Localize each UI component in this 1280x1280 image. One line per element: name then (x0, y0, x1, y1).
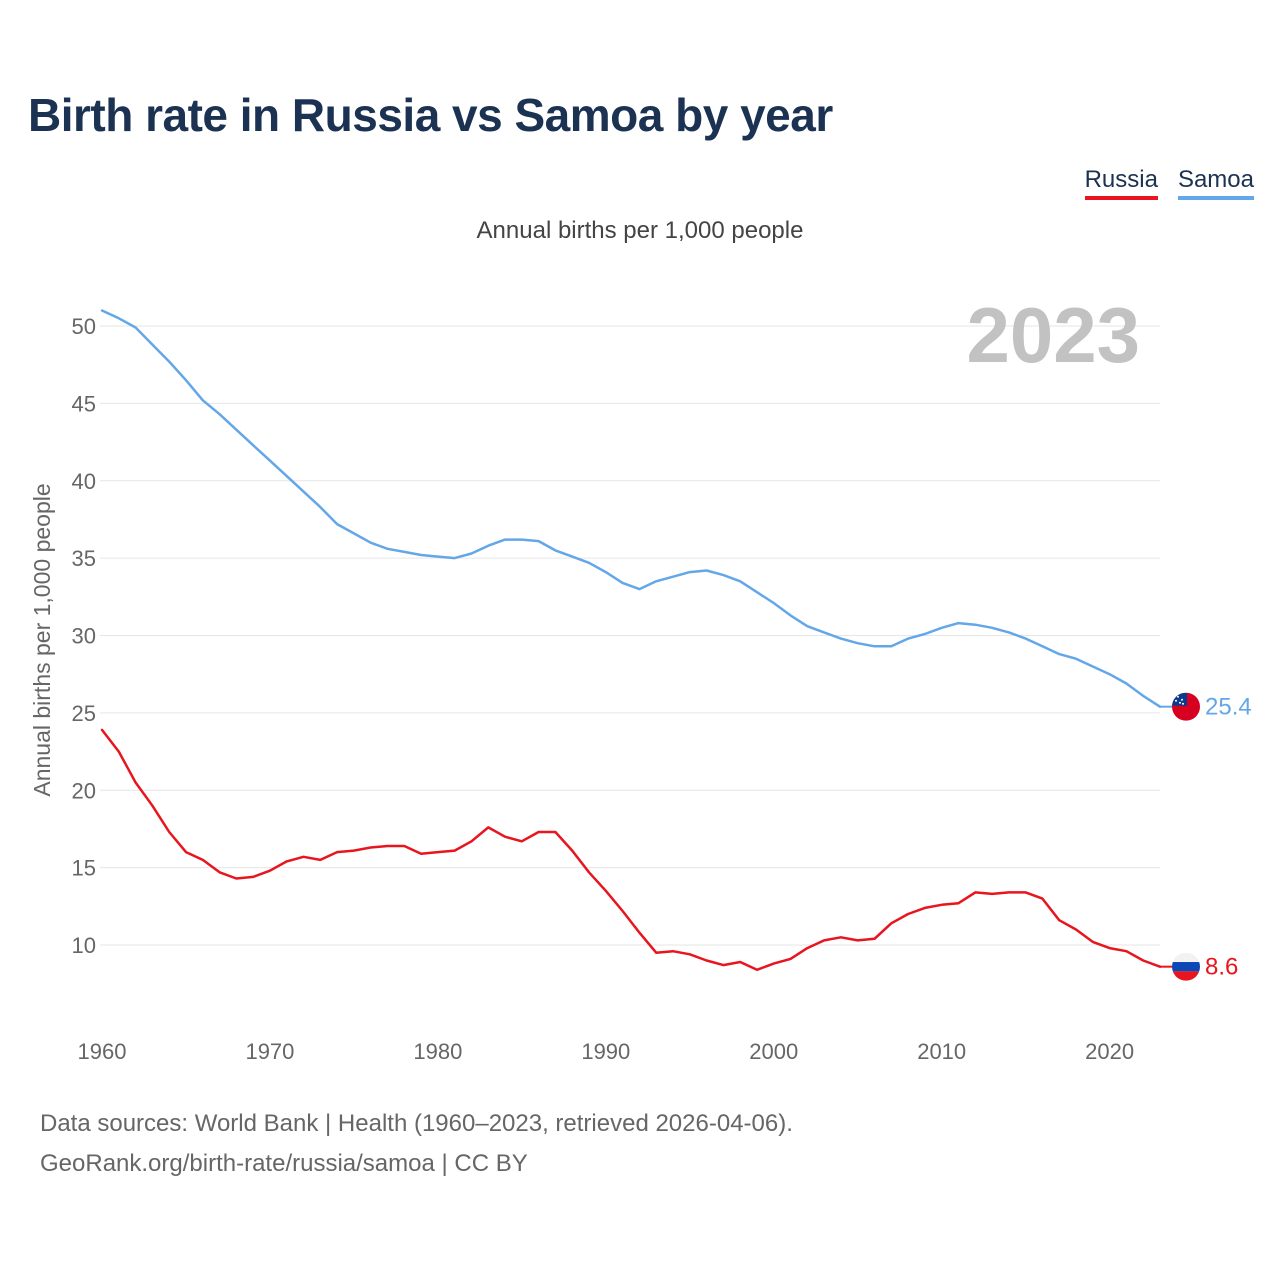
flag-samoa-icon (1172, 692, 1200, 721)
footer-link: GeoRank.org/birth-rate/russia/samoa | CC… (40, 1150, 528, 1177)
flag-russia-icon (1172, 952, 1200, 981)
y-tick-label-30: 30 (72, 624, 96, 649)
y-tick-label-10: 10 (72, 933, 96, 958)
x-tick-label-2010: 2010 (917, 1039, 966, 1064)
y-tick-label-25: 25 (72, 701, 96, 726)
chart-legend: Russia Samoa (1084, 166, 1254, 200)
x-tick-label-1970: 1970 (245, 1039, 294, 1064)
x-tick-label-1990: 1990 (581, 1039, 630, 1064)
y-tick-label-15: 15 (72, 856, 96, 881)
series-line-samoa (100, 309, 1162, 708)
end-markers: 8.6 25.4 (1160, 692, 1252, 981)
y-tick-label-50: 50 (72, 314, 96, 339)
series-lines (100, 309, 1162, 972)
end-value-label-russia: 8.6 (1205, 954, 1238, 981)
x-axis-ticks: 1960 1970 1980 1990 2000 2010 2020 (78, 1039, 1135, 1064)
footer: Data sources: World Bank | Health (1960–… (40, 1104, 793, 1184)
gridlines (100, 325, 1160, 946)
x-tick-label-2000: 2000 (749, 1039, 798, 1064)
footer-sources: Data sources: World Bank | Health (1960–… (40, 1110, 793, 1137)
end-value-label-samoa: 25.4 (1205, 694, 1252, 721)
legend-item-russia[interactable]: Russia (1084, 166, 1158, 200)
y-tick-label-20: 20 (72, 778, 96, 803)
y-axis-ticks: 10 15 20 25 30 35 40 45 50 (72, 314, 96, 958)
x-tick-label-2020: 2020 (1085, 1039, 1134, 1064)
series-line-russia (100, 728, 1162, 972)
y-tick-label-45: 45 (72, 391, 96, 416)
year-watermark: 2023 (966, 291, 1140, 379)
page-title: Birth rate in Russia vs Samoa by year (28, 89, 833, 141)
y-axis-label: Annual births per 1,000 people (29, 483, 55, 796)
line-chart: 10 15 20 25 30 35 40 45 50 1960 1970 1980 1990 2000 2… (29, 291, 1252, 1064)
y-tick-label-35: 35 (72, 546, 96, 571)
y-tick-label-40: 40 (72, 469, 96, 494)
x-tick-label-1960: 1960 (78, 1039, 127, 1064)
x-tick-label-1980: 1980 (413, 1039, 462, 1064)
legend-item-samoa[interactable]: Samoa (1177, 166, 1254, 200)
chart-subtitle: Annual births per 1,000 people (476, 217, 804, 244)
